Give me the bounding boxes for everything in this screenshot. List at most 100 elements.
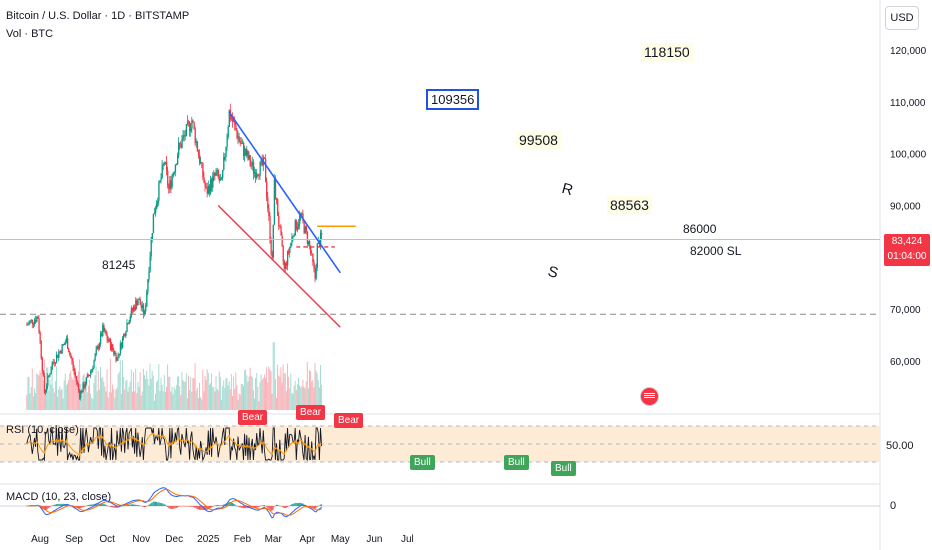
candle-body bbox=[263, 157, 266, 159]
macd-histogram-bar bbox=[215, 505, 217, 506]
macd-histogram-bar bbox=[311, 506, 313, 508]
volume-bar bbox=[100, 366, 101, 410]
macd-histogram-bar bbox=[260, 505, 262, 507]
macd-histogram-bar bbox=[135, 504, 137, 506]
candle-body bbox=[199, 155, 201, 164]
candle-body bbox=[166, 161, 168, 171]
volume-bar bbox=[41, 362, 43, 410]
volume-bar bbox=[74, 371, 76, 410]
time-tick-label: Aug bbox=[31, 534, 49, 545]
macd-histogram-bar bbox=[185, 506, 187, 507]
volume-bar bbox=[190, 377, 192, 410]
macd-histogram-bar bbox=[57, 504, 59, 506]
volume-bar bbox=[106, 369, 108, 410]
candle-body bbox=[194, 128, 196, 143]
candle-body bbox=[216, 170, 218, 172]
volume-bar bbox=[315, 370, 317, 410]
candle-body bbox=[51, 362, 53, 370]
candle-body bbox=[246, 150, 248, 156]
volume-bar bbox=[94, 375, 96, 410]
macd-histogram-bar bbox=[113, 506, 115, 508]
macd-histogram-bar bbox=[255, 506, 257, 508]
volume-bar bbox=[152, 375, 154, 410]
volume-bar bbox=[63, 380, 65, 410]
volume-bar bbox=[241, 384, 243, 410]
candle-body bbox=[161, 165, 163, 178]
candle-body bbox=[87, 374, 90, 376]
macd-histogram-bar bbox=[223, 504, 225, 506]
candle-body bbox=[213, 173, 215, 177]
volume-bar bbox=[225, 378, 227, 410]
currency-button[interactable]: USD bbox=[885, 6, 919, 30]
volume-bar bbox=[302, 379, 304, 410]
macd-histogram-bar bbox=[104, 504, 106, 506]
candle-body bbox=[260, 159, 262, 162]
candle-body bbox=[75, 376, 78, 382]
candle-body bbox=[256, 174, 258, 179]
macd-histogram-bar bbox=[126, 504, 128, 506]
candle-body bbox=[36, 317, 38, 322]
candle-body bbox=[171, 176, 173, 188]
macd-histogram-bar bbox=[265, 505, 266, 507]
macd-histogram-bar bbox=[134, 504, 136, 506]
candle-body bbox=[70, 354, 72, 359]
volume-bar bbox=[42, 380, 44, 410]
macd-histogram-bar bbox=[93, 504, 95, 506]
candle-body bbox=[234, 120, 236, 125]
volume-bar bbox=[146, 370, 148, 410]
volume-bar bbox=[309, 370, 310, 410]
candle-body bbox=[243, 142, 245, 156]
volume-bar bbox=[245, 369, 247, 410]
candle-body bbox=[131, 308, 134, 311]
candle-body bbox=[278, 216, 280, 226]
candle-body bbox=[247, 150, 249, 160]
macd-histogram-bar bbox=[142, 506, 144, 507]
candle-body bbox=[290, 242, 292, 248]
candle-body bbox=[130, 308, 133, 317]
volume-bar bbox=[256, 372, 258, 410]
macd-histogram-bar bbox=[299, 502, 301, 506]
candle-body bbox=[42, 371, 45, 376]
macd-histogram-bar bbox=[181, 506, 183, 507]
volume-bar bbox=[126, 379, 128, 410]
volume-bar bbox=[205, 379, 207, 410]
macd-histogram-bar bbox=[321, 504, 323, 506]
candle-body bbox=[83, 383, 85, 388]
macd-histogram-bar bbox=[281, 506, 283, 507]
candle-body bbox=[170, 180, 172, 188]
macd-histogram-bar bbox=[97, 503, 99, 506]
candle-body bbox=[235, 124, 237, 131]
candle-body bbox=[64, 342, 67, 344]
candle-body bbox=[277, 199, 279, 217]
macd-histogram-bar bbox=[191, 506, 193, 507]
candle-body bbox=[34, 320, 36, 324]
candle-body bbox=[169, 180, 171, 190]
macd-histogram-bar bbox=[106, 505, 108, 506]
support-line bbox=[217, 204, 341, 328]
volume-bar bbox=[54, 381, 56, 410]
volume-bar bbox=[218, 371, 220, 410]
volume-bar bbox=[107, 397, 109, 410]
volume-bar bbox=[60, 390, 62, 410]
macd-histogram-bar bbox=[140, 506, 142, 507]
candle-body bbox=[267, 196, 269, 209]
volume-bar bbox=[219, 377, 221, 410]
macd-histogram-bar bbox=[276, 504, 277, 506]
candle-body bbox=[107, 339, 109, 342]
volume-bar bbox=[257, 386, 259, 410]
candle-body bbox=[304, 226, 306, 234]
macd-histogram-bar bbox=[285, 506, 287, 508]
volume-bar bbox=[298, 377, 299, 410]
volume-bar bbox=[93, 383, 95, 410]
candle-body bbox=[248, 155, 250, 160]
volume-bar bbox=[305, 381, 307, 410]
macd-histogram-bar bbox=[50, 506, 52, 507]
candle-body bbox=[145, 306, 147, 312]
volume-bar bbox=[270, 371, 272, 410]
candle-body bbox=[285, 262, 288, 266]
candle-body bbox=[80, 390, 82, 399]
candle-body bbox=[76, 381, 79, 385]
volume-bar bbox=[252, 390, 254, 410]
macd-histogram-bar bbox=[85, 505, 87, 507]
